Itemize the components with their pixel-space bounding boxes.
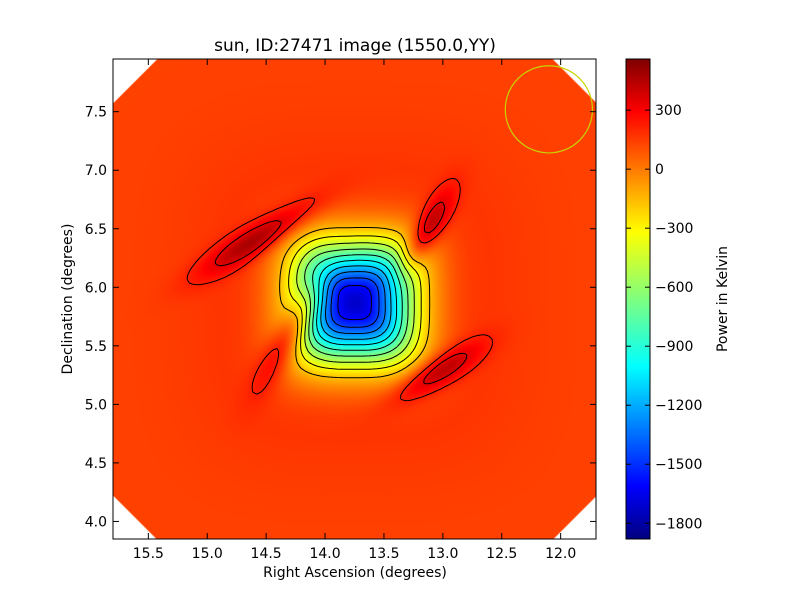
colorbar: 300 0 −300 −600 −900 −1200 −1500 −1800 Power in… xyxy=(625,58,731,540)
contour-lines xyxy=(186,177,494,402)
plot-frame xyxy=(112,58,597,540)
negative-contour xyxy=(304,248,409,357)
negative-contour xyxy=(312,254,403,351)
chart-title: sun, ID:27471 image (1550.0,YY) xyxy=(214,36,496,56)
negative-contour xyxy=(296,242,415,363)
negative-contour xyxy=(330,277,380,328)
colorbar-label: Power in Kelvin xyxy=(715,246,731,352)
negative-contour xyxy=(337,285,372,321)
colorbar-ticks: 300 0 −300 −600 −900 −1200 −1500 −1800 xyxy=(626,103,702,532)
colorbar-tick-label: −900 xyxy=(655,339,693,355)
beam-circle xyxy=(504,65,594,154)
plot-area xyxy=(112,58,597,540)
negative-contour xyxy=(316,259,398,346)
x-axis-title: Right Ascension (degrees) xyxy=(263,565,447,581)
negative-contour xyxy=(279,227,431,379)
colorbar-tick-label: 300 xyxy=(655,103,682,119)
x-tick-label: 12.0 xyxy=(545,546,576,562)
colorbar-tick-label: −1200 xyxy=(655,398,702,414)
x-tick-label: 13.0 xyxy=(427,546,458,562)
heatmap-image xyxy=(113,59,596,539)
x-tick-label: 15.0 xyxy=(192,546,223,562)
y-tick-label: 4.5 xyxy=(85,456,107,472)
colorbar-tick-label: −1800 xyxy=(655,516,702,532)
y-axis-title: Declination (degrees) xyxy=(60,224,76,375)
negative-contour xyxy=(320,265,392,340)
colorbar-tick-label: −600 xyxy=(655,280,693,296)
colorbar-tick-label: −1500 xyxy=(655,457,702,473)
negative-contour xyxy=(325,271,386,334)
y-tick-label: 6.0 xyxy=(85,280,107,296)
x-tick-label: 12.5 xyxy=(486,546,517,562)
x-tick-label: 13.5 xyxy=(368,546,399,562)
positive-contour xyxy=(186,177,494,402)
y-tick-label: 6.5 xyxy=(85,222,107,238)
negative-contour xyxy=(288,235,422,370)
y-tick-label: 4.0 xyxy=(85,514,107,530)
x-tick-label: 14.5 xyxy=(251,546,282,562)
y-tick-label: 7.5 xyxy=(85,105,107,121)
y-tick-label: 5.5 xyxy=(85,339,107,355)
positive-contour xyxy=(214,201,468,385)
x-tick-label: 15.5 xyxy=(133,546,164,562)
y-tick-label: 5.0 xyxy=(85,397,107,413)
colorbar-gradient xyxy=(625,58,651,540)
colorbar-tick-label: 0 xyxy=(655,162,664,178)
colorbar-tick-label: −300 xyxy=(655,221,693,237)
y-axis: 4.0 4.5 5.0 5.5 6.0 6.5 7.0 7.5 xyxy=(85,105,596,530)
x-axis: 15.5 15.0 14.5 14.0 13.5 13.0 12.5 12.0 xyxy=(133,59,576,562)
x-tick-label: 14.0 xyxy=(309,546,340,562)
y-tick-label: 7.0 xyxy=(85,163,107,179)
